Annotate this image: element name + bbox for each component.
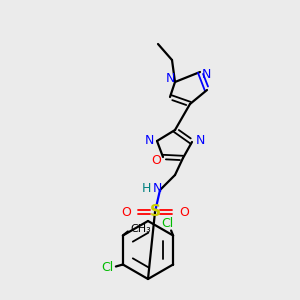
Text: N: N	[152, 182, 162, 196]
Text: O: O	[179, 206, 189, 218]
Text: N: N	[165, 73, 175, 85]
Text: O: O	[121, 206, 131, 218]
Text: N: N	[144, 134, 154, 146]
Text: S: S	[149, 205, 161, 220]
Text: Cl: Cl	[161, 217, 173, 230]
Text: N: N	[195, 134, 205, 148]
Text: O: O	[151, 154, 161, 167]
Text: Cl: Cl	[101, 261, 113, 274]
Text: CH₃: CH₃	[130, 224, 151, 235]
Text: H: H	[141, 182, 151, 196]
Text: N: N	[201, 68, 211, 80]
